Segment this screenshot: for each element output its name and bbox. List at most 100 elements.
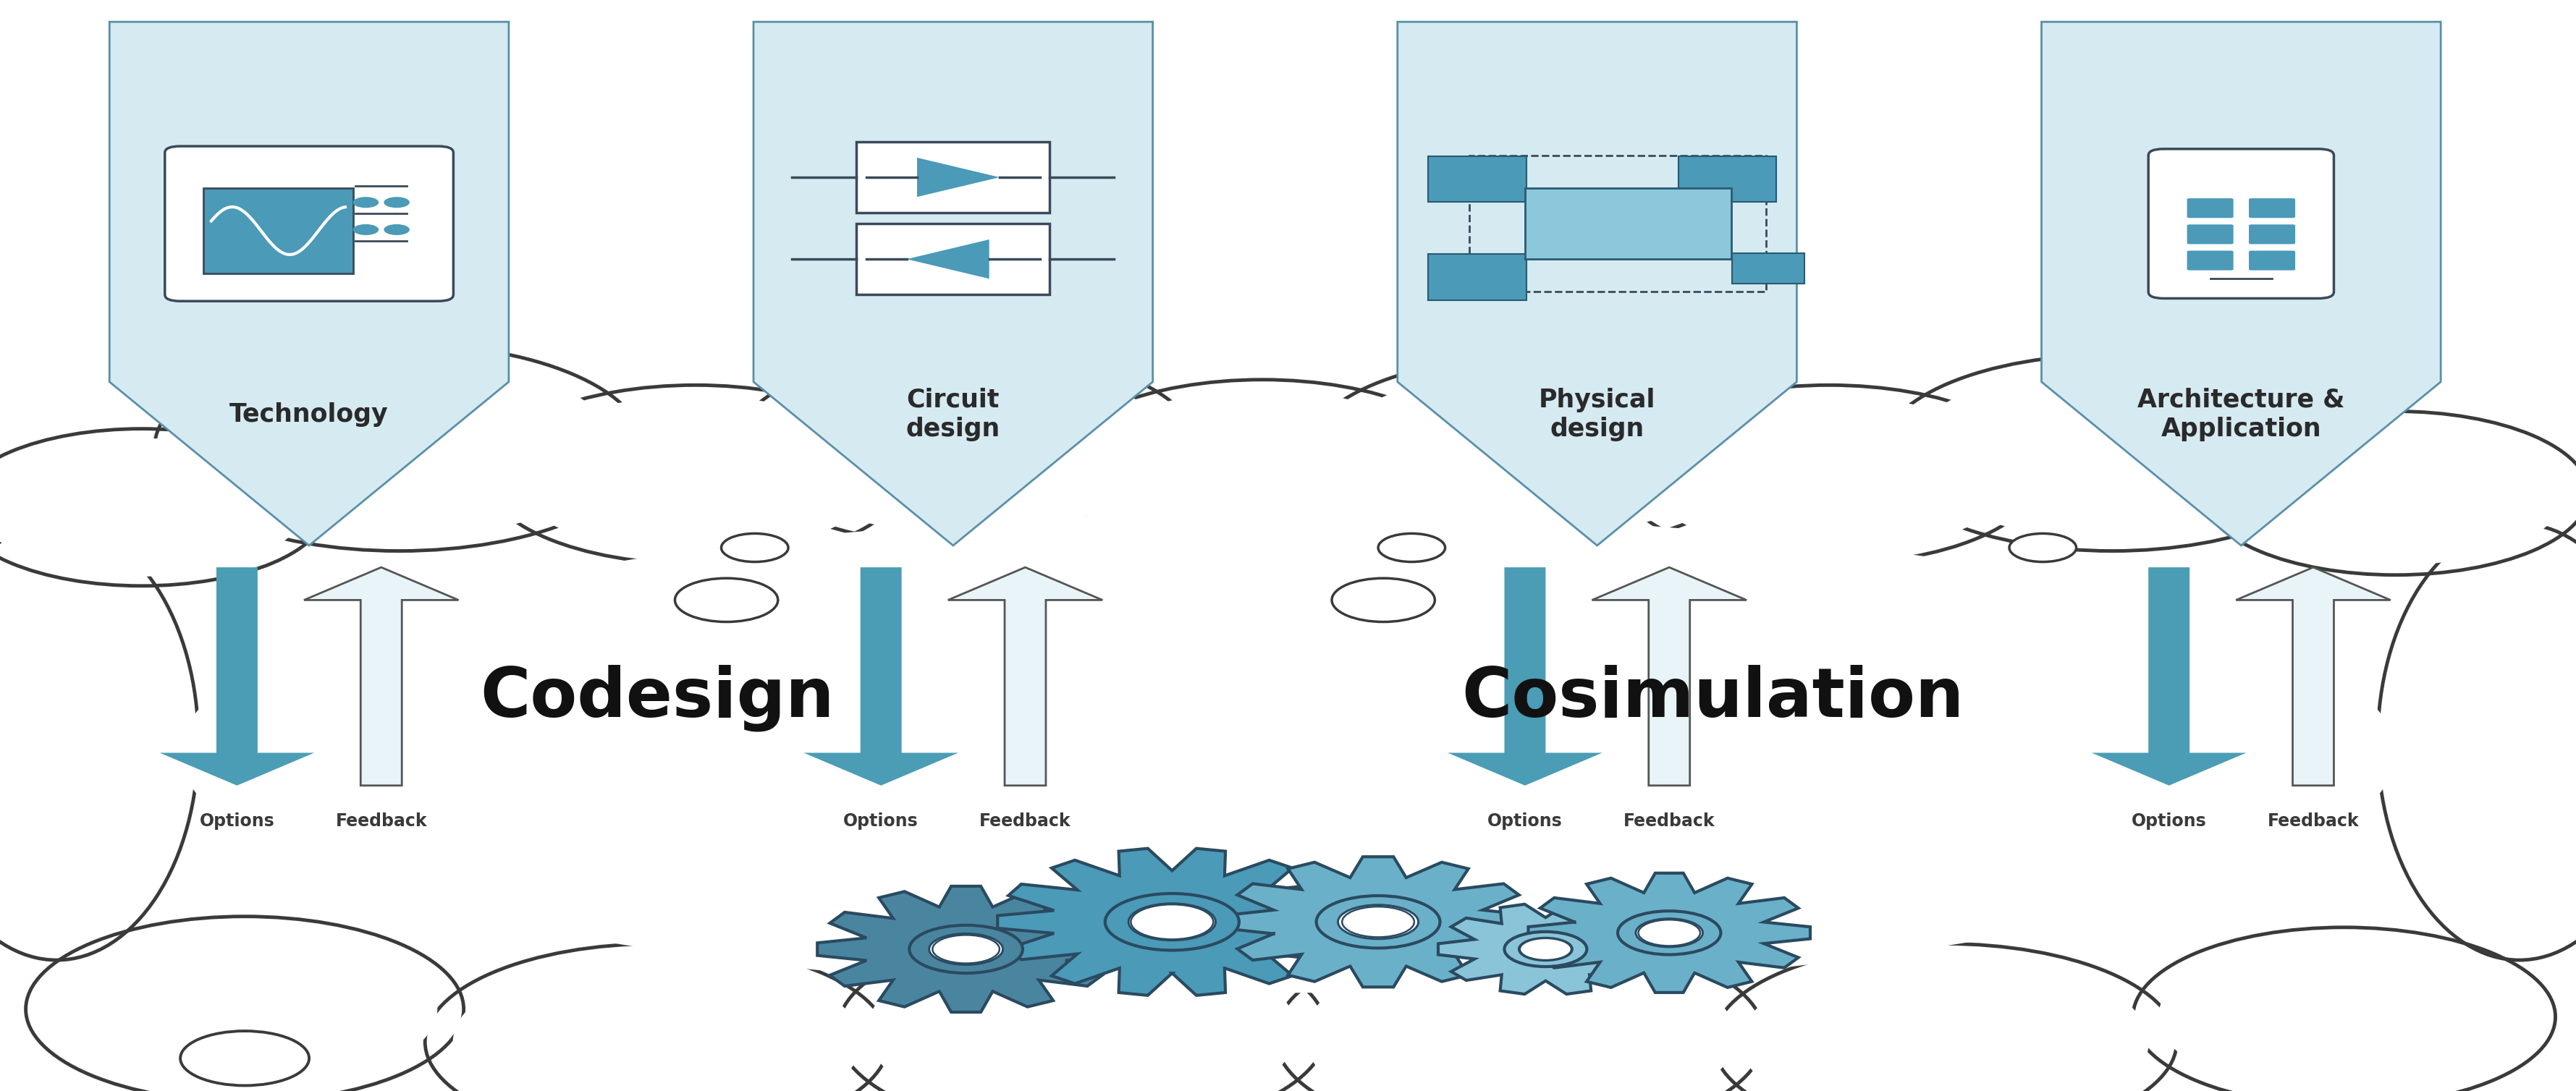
Polygon shape xyxy=(997,849,1347,995)
FancyBboxPatch shape xyxy=(2249,199,2295,218)
Circle shape xyxy=(1105,894,1239,950)
Circle shape xyxy=(155,344,644,551)
Text: Feedback: Feedback xyxy=(979,813,1072,830)
FancyBboxPatch shape xyxy=(1427,254,1525,300)
Polygon shape xyxy=(917,157,999,196)
Text: Architecture &
Application: Architecture & Application xyxy=(2138,387,2344,442)
Circle shape xyxy=(1713,944,2177,1091)
Circle shape xyxy=(1332,578,1435,622)
Circle shape xyxy=(675,578,778,622)
FancyBboxPatch shape xyxy=(1731,253,1803,284)
Polygon shape xyxy=(304,567,459,786)
Circle shape xyxy=(0,439,304,576)
Text: Technology: Technology xyxy=(229,403,389,427)
FancyBboxPatch shape xyxy=(2187,225,2233,244)
Circle shape xyxy=(1306,357,1759,549)
Circle shape xyxy=(384,225,410,236)
Polygon shape xyxy=(2040,22,2442,545)
Circle shape xyxy=(1128,903,1216,940)
Circle shape xyxy=(721,533,788,562)
Polygon shape xyxy=(160,567,314,786)
Text: Feedback: Feedback xyxy=(1623,813,1716,830)
Circle shape xyxy=(1131,904,1213,939)
FancyBboxPatch shape xyxy=(2249,225,2295,244)
FancyBboxPatch shape xyxy=(855,142,1051,213)
Circle shape xyxy=(734,349,1198,546)
Ellipse shape xyxy=(2378,524,2576,960)
Circle shape xyxy=(1337,904,1419,939)
Circle shape xyxy=(1618,385,2040,564)
Circle shape xyxy=(1880,355,2344,551)
Circle shape xyxy=(1077,391,1448,548)
Circle shape xyxy=(1636,919,1703,947)
Circle shape xyxy=(866,939,1298,1091)
Text: Feedback: Feedback xyxy=(335,813,428,830)
Circle shape xyxy=(1618,911,1721,955)
Polygon shape xyxy=(2092,567,2246,786)
Circle shape xyxy=(0,429,327,586)
Circle shape xyxy=(1741,956,2148,1091)
Circle shape xyxy=(1334,369,1731,537)
Polygon shape xyxy=(804,567,958,786)
Ellipse shape xyxy=(0,524,198,960)
Circle shape xyxy=(52,927,438,1091)
Polygon shape xyxy=(907,240,989,279)
Circle shape xyxy=(2159,938,2530,1091)
FancyBboxPatch shape xyxy=(1427,156,1525,202)
Text: Circuit
design: Circuit design xyxy=(907,387,999,442)
Circle shape xyxy=(2009,533,2076,562)
Circle shape xyxy=(1643,396,2014,553)
Polygon shape xyxy=(2236,567,2391,786)
Circle shape xyxy=(2202,411,2576,575)
Polygon shape xyxy=(108,22,510,545)
Polygon shape xyxy=(817,886,1115,1012)
Circle shape xyxy=(1051,380,1473,559)
Circle shape xyxy=(510,396,881,553)
Circle shape xyxy=(425,944,889,1091)
Circle shape xyxy=(183,356,616,539)
Ellipse shape xyxy=(180,513,2396,993)
Polygon shape xyxy=(1592,567,1747,786)
FancyBboxPatch shape xyxy=(2187,199,2233,218)
FancyBboxPatch shape xyxy=(204,188,353,273)
Polygon shape xyxy=(1396,22,1795,545)
Polygon shape xyxy=(1448,567,1602,786)
Ellipse shape xyxy=(77,469,2499,1036)
Text: Physical
design: Physical design xyxy=(1538,387,1656,442)
Text: Options: Options xyxy=(198,813,276,830)
Circle shape xyxy=(384,196,410,207)
FancyBboxPatch shape xyxy=(2187,251,2233,271)
Text: Options: Options xyxy=(2130,813,2208,830)
Circle shape xyxy=(762,361,1170,533)
Polygon shape xyxy=(1437,904,1654,994)
Circle shape xyxy=(1275,933,1765,1091)
Polygon shape xyxy=(948,567,1103,786)
FancyBboxPatch shape xyxy=(1680,156,1777,202)
FancyBboxPatch shape xyxy=(165,146,453,301)
Circle shape xyxy=(1504,932,1587,967)
Circle shape xyxy=(909,925,1023,973)
Circle shape xyxy=(930,934,1002,964)
FancyBboxPatch shape xyxy=(1525,188,1731,259)
Polygon shape xyxy=(1528,873,1811,993)
Circle shape xyxy=(180,1031,309,1086)
Circle shape xyxy=(453,956,860,1091)
Text: Feedback: Feedback xyxy=(2267,813,2360,830)
Polygon shape xyxy=(752,22,1151,545)
Circle shape xyxy=(484,385,907,564)
Text: Codesign: Codesign xyxy=(479,664,835,732)
Circle shape xyxy=(2226,421,2566,565)
Circle shape xyxy=(1520,938,1571,960)
Circle shape xyxy=(1378,533,1445,562)
Circle shape xyxy=(1303,945,1736,1091)
Circle shape xyxy=(353,225,379,236)
Circle shape xyxy=(933,935,999,963)
Text: Cosimulation: Cosimulation xyxy=(1461,664,1965,732)
FancyBboxPatch shape xyxy=(2148,148,2334,298)
Ellipse shape xyxy=(155,502,2421,1004)
FancyBboxPatch shape xyxy=(2249,251,2295,271)
Circle shape xyxy=(2133,927,2555,1091)
Circle shape xyxy=(837,927,1327,1091)
Circle shape xyxy=(26,916,464,1091)
Circle shape xyxy=(1316,896,1440,948)
